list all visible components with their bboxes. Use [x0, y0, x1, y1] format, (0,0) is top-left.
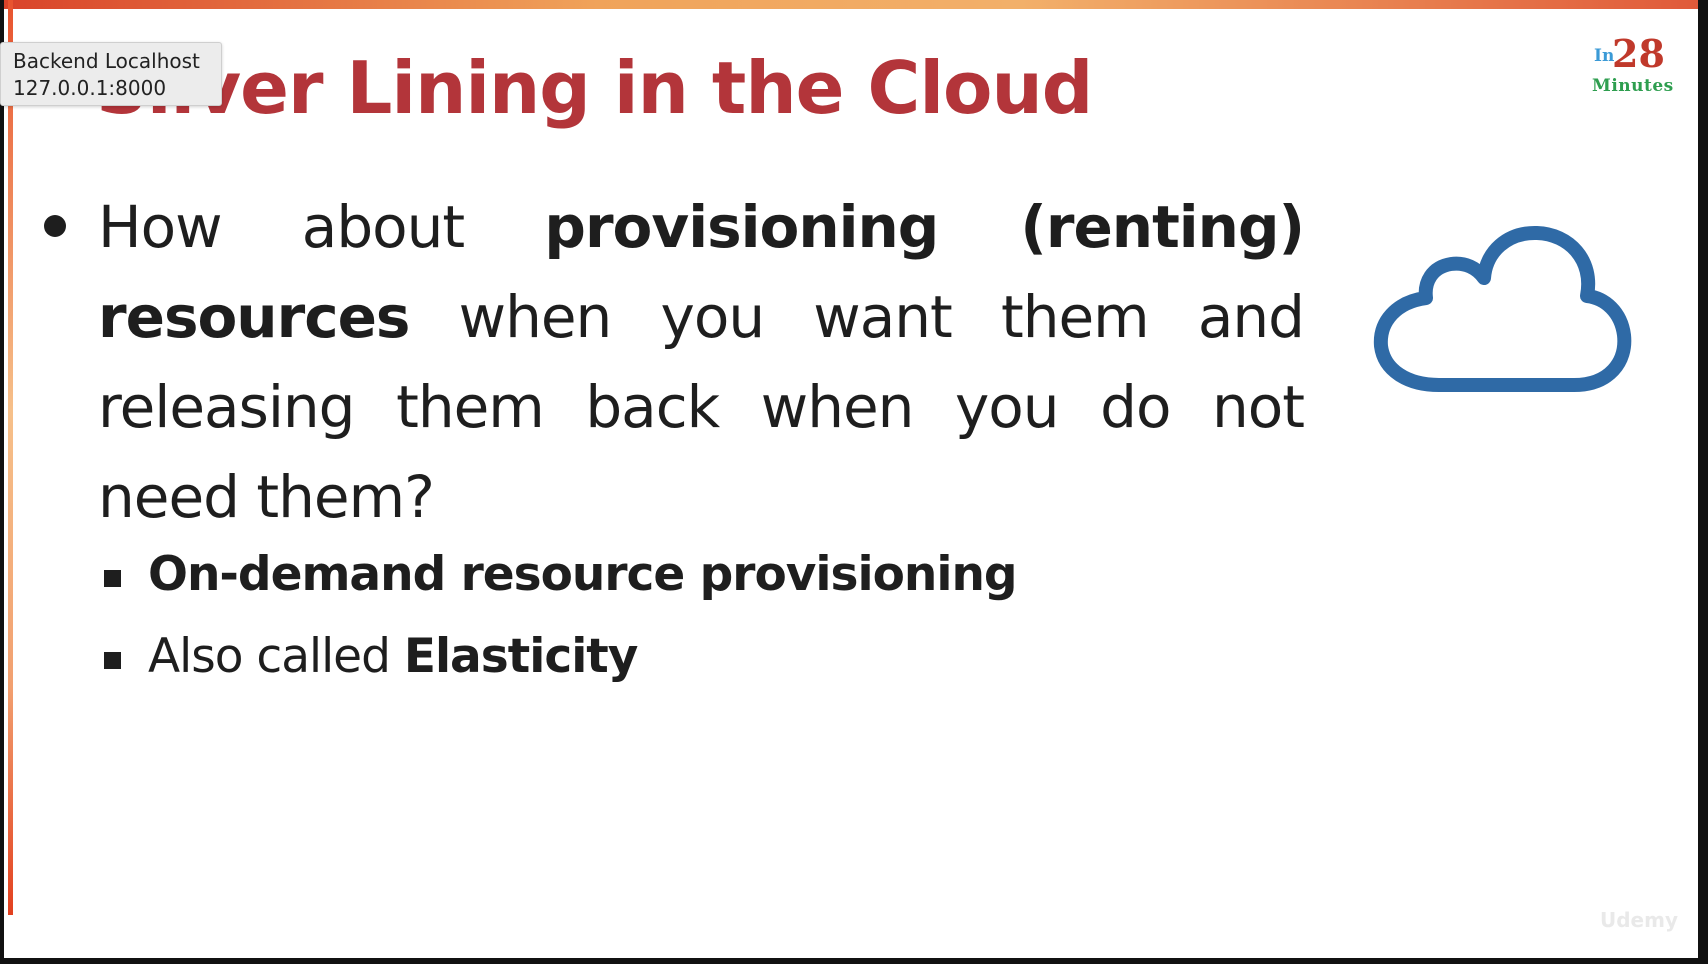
bullet-dot-icon [44, 215, 66, 237]
slide-top-accent-bar [4, 0, 1698, 9]
slide: Silver Lining in the Cloud In 28 Minutes… [4, 0, 1698, 958]
sub-bullet-elasticity-bold: Elasticity [403, 629, 639, 684]
square-bullet-icon [104, 652, 121, 669]
cloud-icon-outline [1373, 226, 1632, 392]
logo-minutes-text: Minutes [1592, 76, 1674, 96]
main-bullet-bold-part: provisioning (renting) resources [98, 193, 1305, 351]
main-bullet-part-1: How about [98, 193, 545, 261]
sub-bullet-on-demand: On-demand resource provisioning [148, 547, 1018, 602]
video-frame-left-edge [0, 0, 4, 964]
sub-bullet-elasticity-prefix: Also called [148, 629, 404, 684]
main-bullet-part-2: when you want them and releasing them ba… [98, 283, 1305, 531]
cloud-icon [1373, 226, 1632, 392]
tooltip-title: Backend Localhost [13, 49, 200, 73]
tooltip-url: 127.0.0.1:8000 [13, 76, 167, 100]
slide-left-accent-bar [8, 0, 13, 915]
sub-bullet-elasticity: Also called Elasticity [148, 629, 639, 684]
logo-in-text: In [1594, 46, 1615, 66]
main-bullet-text: How about provisioning (renting) resourc… [98, 182, 1305, 542]
slide-title: Silver Lining in the Cloud [96, 46, 1093, 130]
in28minutes-logo: In 28 Minutes [1590, 31, 1673, 98]
udemy-watermark: Udemy [1600, 908, 1678, 932]
url-tooltip: Backend Localhost 127.0.0.1:8000 [0, 42, 222, 106]
logo-number-text: 28 [1612, 31, 1665, 76]
video-frame-bottom-edge [0, 958, 1708, 964]
square-bullet-icon [104, 570, 121, 587]
video-frame-right-edge [1698, 0, 1708, 964]
